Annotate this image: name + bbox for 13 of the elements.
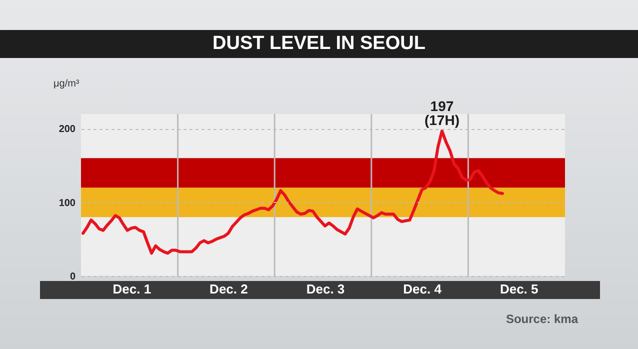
y-tick-label: 0 (70, 272, 76, 282)
annotation: 197 (17H) (424, 98, 460, 128)
y-axis-title: μg/m³ (54, 78, 80, 90)
x-tick-label: Dec. 1 (112, 282, 152, 296)
x-tick-label: Dec. 5 (500, 282, 538, 296)
x-tick-label: Dec. 2 (210, 282, 248, 296)
y-tick-label: 200 (58, 124, 76, 136)
chart-title: DUST LEVEL IN SEOUL (0, 30, 638, 58)
line-series (82, 129, 504, 255)
source-note: Source: kma (506, 312, 578, 326)
x-tick-label: Dec. 3 (306, 282, 345, 296)
y-tick-label: 100 (58, 198, 76, 209)
x-tick-label: Dec. 4 (403, 282, 442, 296)
